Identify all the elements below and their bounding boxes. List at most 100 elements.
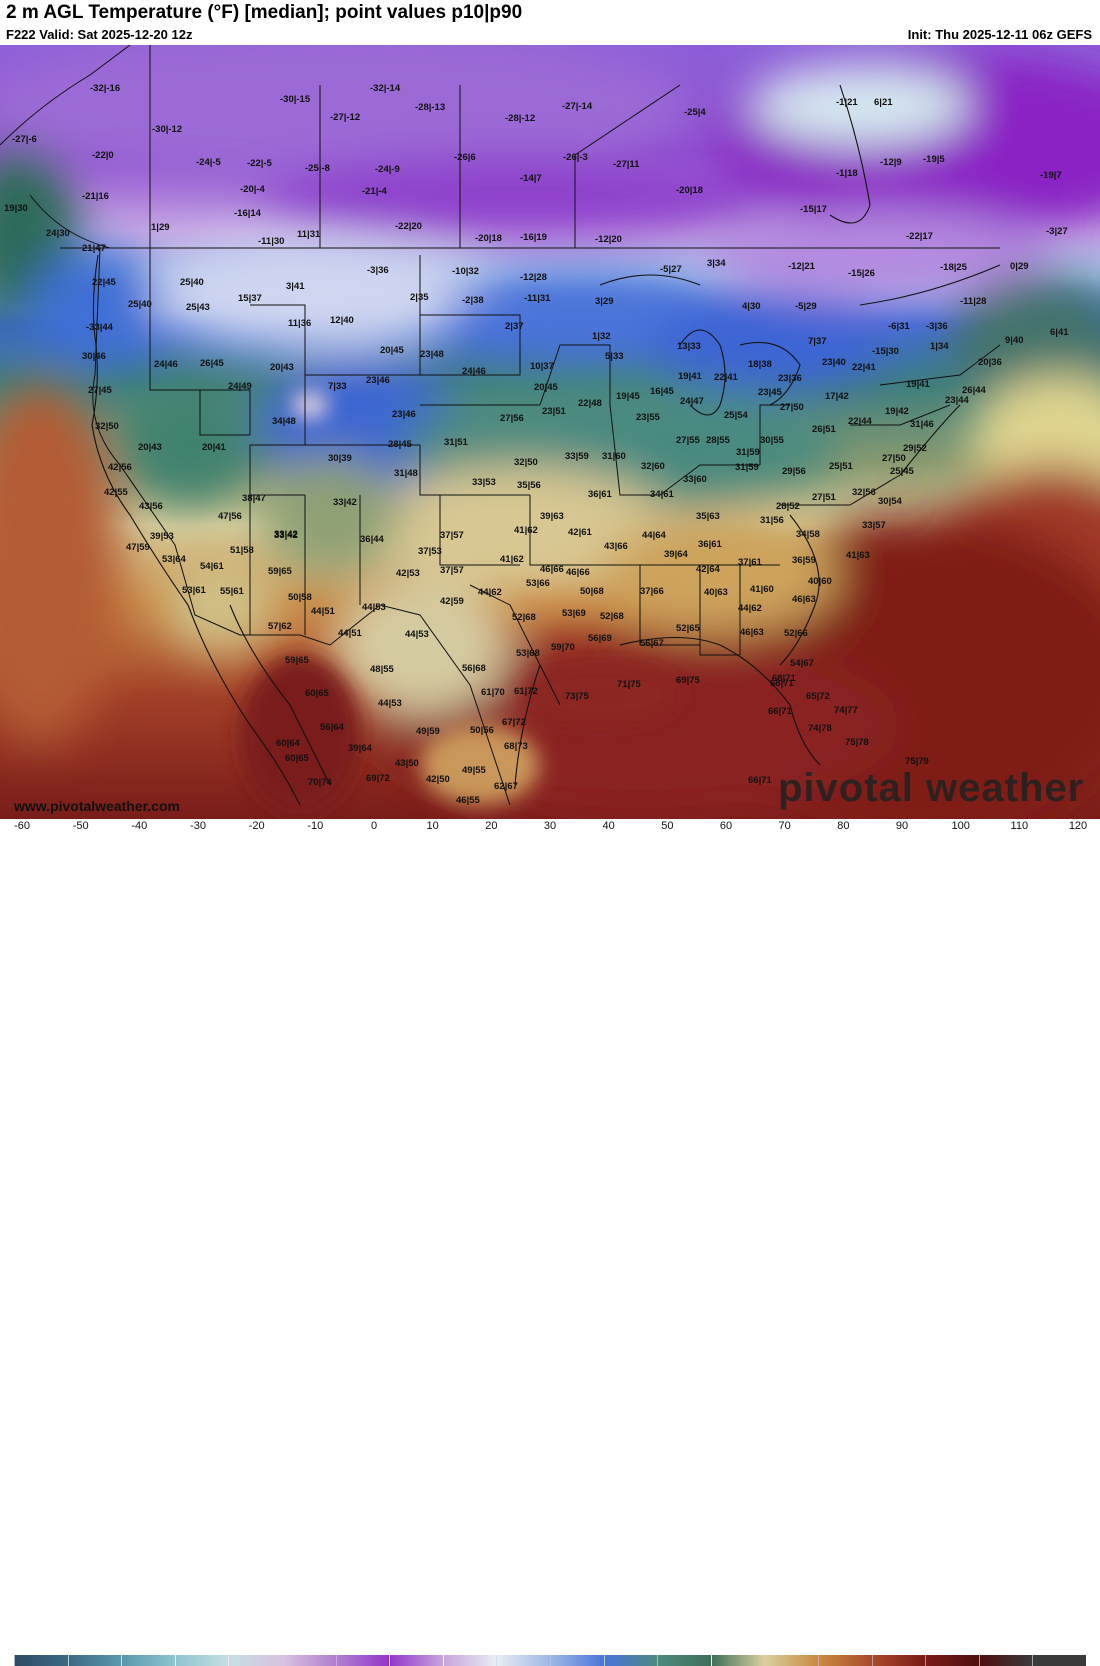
point-value: -24|-5 [196,157,222,168]
point-value: 19|30 [4,203,28,214]
point-value: 25|45 [890,466,915,477]
point-value: 27|50 [882,453,906,464]
point-value: 39|53 [150,531,174,542]
point-value: 44|53 [378,698,402,709]
point-value: 17|42 [825,391,849,402]
point-value: 6|41 [1050,327,1069,338]
point-value: 27|45 [88,385,113,396]
point-value: 41|63 [846,550,870,561]
colorbar: -60 -50 -40 -30 -20 -10 0 10 20 30 40 50 60 70 80 90 100… [0,819,1100,1666]
point-value: 25|43 [186,302,210,313]
point-value: 68|71 [772,673,797,684]
colorbar-segment [14,1655,68,1666]
colorbar-segment [67,1655,122,1666]
colorbar-tick-label: 70 [778,820,791,832]
point-value: 19|42 [885,406,909,417]
point-value: 30|54 [878,496,903,507]
point-value: -6|31 [888,321,910,332]
point-value: 56|67 [640,638,664,649]
colorbar-tick-label: 90 [895,820,909,832]
point-value: 40|63 [704,587,728,598]
point-value: 54|61 [200,561,225,572]
point-value: 46|66 [566,567,590,578]
point-value: 9|40 [1005,335,1024,346]
point-value: 75|79 [905,756,929,767]
colorbar-segment [550,1655,604,1666]
point-value: 59|70 [551,642,575,653]
colorbar-segment [603,1655,658,1666]
point-value: -10|32 [452,266,479,277]
point-value: 42|53 [396,568,420,579]
point-value: 42|55 [104,487,129,498]
point-value: -2|38 [462,295,484,306]
point-value: 53|66 [526,578,550,589]
point-value: 34|61 [650,489,675,500]
point-value: 56|69 [588,633,612,644]
colorbar-tick-label: 50 [661,820,674,832]
point-value: -20|-4 [240,184,266,195]
point-value: 38|47 [242,493,266,504]
point-value: 33|59 [565,451,589,462]
point-value: 59|65 [285,655,310,666]
map-title: 2 m AGL Temperature (°F) [median]; point… [6,2,523,23]
colorbar-segment [228,1655,282,1666]
point-value: -22|20 [395,221,422,232]
colorbar-segment [871,1655,926,1666]
point-value: -11|28 [960,296,986,307]
point-value: 2|37 [505,321,524,332]
colorbar-segment [710,1655,765,1666]
point-value: 60|65 [305,688,330,699]
point-value: -22|17 [906,231,933,242]
point-value: 24|47 [680,396,704,407]
point-value: 19|41 [906,379,931,390]
colorbar-tick-label: -60 [14,820,30,832]
point-value: 36|61 [588,489,613,500]
point-value: 43|56 [139,501,163,512]
point-value: 60|64 [276,738,301,749]
point-value: -1|21 [836,97,858,108]
point-value: 22|41 [852,362,877,373]
point-value: 74|78 [808,723,832,734]
header-bar: 2 m AGL Temperature (°F) [median]; point… [0,0,1100,45]
point-value: -30|-12 [152,124,182,135]
point-value: 4|30 [742,301,761,312]
point-value: -3|36 [926,321,948,332]
colorbar-segment [282,1655,336,1666]
point-value: 21|47 [82,243,106,254]
point-value: -21|-4 [362,186,388,197]
point-value: 75|78 [845,737,869,748]
point-value: 44|62 [738,603,762,614]
point-value: 44|51 [311,606,336,617]
temperature-map[interactable]: -32|-16 -30|-15 -32|-14 -28|-13 -27|-12 -28|-… [0,45,1100,819]
point-value: 57|62 [268,621,292,632]
point-value: 33|42 [274,529,298,540]
point-value: -19|7 [1040,170,1062,181]
colorbar-tick-label: -10 [307,820,324,832]
point-value: 47|56 [218,511,242,522]
point-value: 53|68 [516,648,540,659]
point-value: 30|46 [82,351,106,362]
point-value: 33|42 [274,530,298,541]
point-value: 44|64 [642,530,667,541]
point-value: 1|32 [592,331,611,342]
point-value: 44|62 [478,587,502,598]
coastline [91,84,961,806]
point-value: 32|60 [641,461,665,472]
point-value: 33|42 [333,497,357,508]
point-value: -12|21 [788,261,816,272]
point-value: 27|56 [500,413,524,424]
point-value: 66|71 [748,775,773,786]
point-value: 56|68 [462,663,486,674]
point-value: 43|66 [604,541,628,552]
colorbar-tick-label: -40 [131,820,148,832]
point-value: 44|53 [405,629,429,640]
point-value: 74|77 [834,705,858,716]
point-value: 28|45 [388,439,413,450]
point-value: 23|40 [822,357,846,368]
point-value: 49|55 [462,765,487,776]
point-value: 1|34 [930,341,949,352]
point-value: -30|-15 [280,94,311,105]
point-value: 42|59 [440,596,464,607]
init-time-label: Init: Thu 2025-12-11 06z GEFS [907,27,1092,42]
point-value: 42|61 [568,527,593,538]
